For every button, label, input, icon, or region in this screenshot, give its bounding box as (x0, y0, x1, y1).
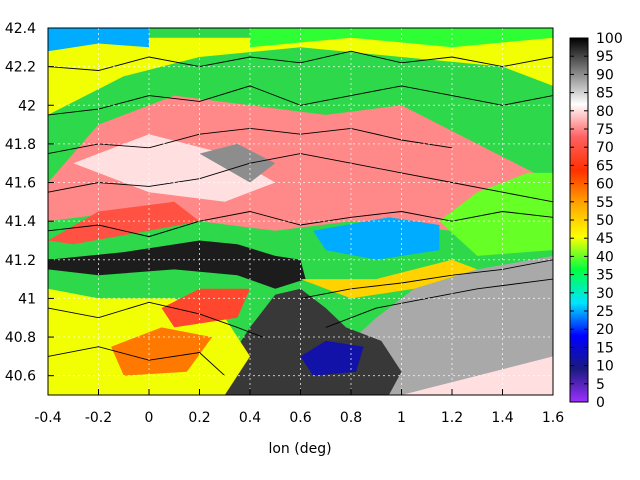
colorbar-tick-label: 10 (596, 359, 614, 375)
colorbar-tick-label: 50 (596, 213, 614, 229)
region-sea-strip (401, 356, 553, 395)
contour-line-1 (48, 85, 553, 116)
x-tick-label: -0.4 (34, 410, 61, 426)
colorbar-tick-label: 100 (596, 31, 623, 47)
colorbar-tick-label: 75 (596, 122, 614, 138)
x-tick-label: 0 (145, 410, 154, 426)
heatmap-regions (48, 28, 553, 395)
region-purple-pocket (300, 340, 364, 376)
colorbar-tick-label: 15 (596, 340, 614, 356)
region-red-core (73, 134, 276, 202)
colorbar-tick-label: 25 (596, 304, 614, 320)
colorbar-tick-label: 85 (596, 86, 614, 102)
y-tick-label: 41 (18, 291, 36, 307)
colorbar-ticks: 0 5 10 15 20 25 30 35 40 45 50 55 60 65 70 75 80 85 90 95 10… (570, 31, 623, 411)
y-tick-label: 42.2 (5, 60, 36, 76)
y-tick-label: 41.6 (5, 176, 36, 192)
colorbar-tick-label: 20 (596, 322, 614, 338)
x-tick-label: 0.6 (289, 410, 311, 426)
region-yellow-southwest (111, 327, 213, 376)
colorbar-tick-label: 70 (596, 140, 614, 156)
y-tick-label: 40.8 (5, 330, 36, 346)
x-tick-label: 1 (397, 410, 406, 426)
colorbar-tick-label: 30 (596, 286, 614, 302)
contour-line-7 (48, 50, 553, 71)
y-tick-label: 41.8 (5, 137, 36, 153)
x-tick-label: 1.2 (441, 410, 463, 426)
colorbar-tick-label: 40 (596, 249, 614, 265)
x-tick-label: 1.6 (542, 410, 564, 426)
colorbar: 0 5 10 15 20 25 30 35 40 45 50 55 60 65 70 75 80 85 90 95 10… (569, 31, 623, 411)
plot-area (47, 27, 554, 396)
colorbar-tick-label: 35 (596, 268, 614, 284)
region-cyan-north (250, 28, 553, 48)
x-tick-label: 0.4 (239, 410, 261, 426)
region-white-north-center (199, 143, 276, 183)
x-axis-title: lon (deg) (268, 441, 331, 457)
colorbar-tick-label: 65 (596, 158, 614, 174)
y-tick-label: 41.2 (5, 253, 36, 269)
contour-line-6 (325, 278, 553, 328)
colorbar-tick-label: 95 (596, 49, 614, 65)
y-tick-label: 42 (18, 98, 36, 114)
colorbar-tick-label: 80 (596, 104, 614, 120)
x-axis-ticks: -0.4 -0.2 0 0.2 0.4 0.6 0.8 1 1.2 1.4 1.6 (34, 389, 564, 426)
colorbar-tick-label: 5 (596, 377, 605, 393)
contour-line-4 (48, 346, 226, 377)
y-tick-label: 42.4 (5, 21, 36, 37)
colorbar-tick-label: 45 (596, 231, 614, 247)
contour-line-3 (48, 301, 263, 338)
contour-line-5 (300, 259, 553, 299)
colorbar-tick-label: 0 (596, 395, 605, 411)
y-tick-label: 41.4 (5, 214, 36, 230)
x-tick-label: 0.8 (340, 410, 362, 426)
region-green-north (48, 37, 553, 115)
y-tick-label: 40.6 (5, 369, 36, 385)
region-ebro-valley-east (224, 288, 402, 395)
colorbar-tick-label: 90 (596, 67, 614, 83)
region-coastal-plain-southeast (351, 255, 553, 395)
x-tick-label: -0.2 (85, 410, 112, 426)
x-tick-label: 1.4 (491, 410, 513, 426)
y-axis-ticks: 40.6 40.8 41 41.2 41.4 41.6 41.8 42 42.2 42.4 (5, 21, 54, 385)
colorbar-tick-label: 55 (596, 195, 614, 211)
region-blue-east-1 (313, 217, 440, 260)
colorbar-tick-label: 60 (596, 177, 614, 193)
region-orange-west (48, 201, 200, 245)
region-valley-west-arm (48, 240, 306, 289)
region-green-east-center (300, 259, 478, 299)
region-cyan-east (439, 172, 553, 256)
x-tick-label: 0.2 (188, 410, 210, 426)
